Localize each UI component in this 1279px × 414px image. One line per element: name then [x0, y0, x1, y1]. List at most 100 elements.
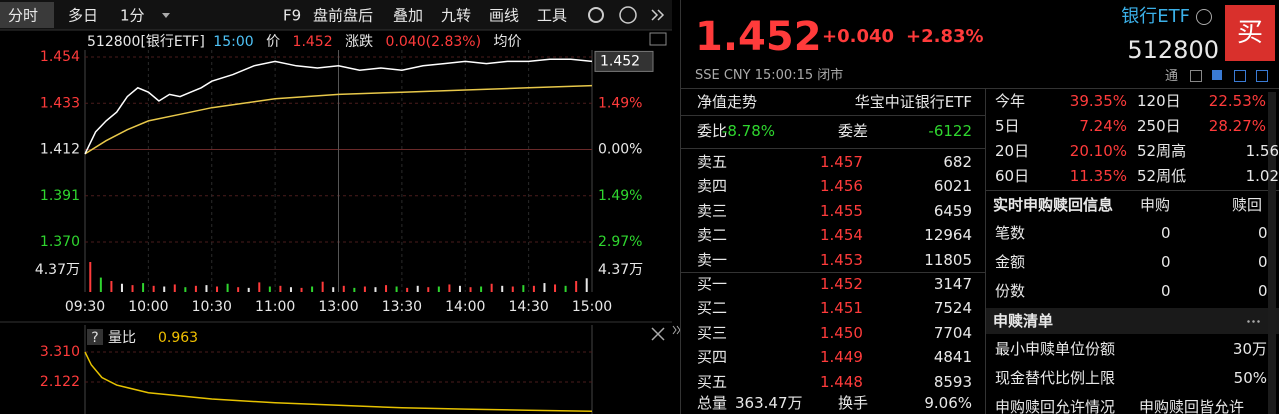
- nav-tab[interactable]: 净值走势: [697, 93, 758, 111]
- volume-scale: 4.37万: [598, 262, 643, 278]
- ratio-label: 量比: [108, 330, 136, 346]
- stat-value: 28.27%: [1208, 117, 1266, 135]
- tab[interactable]: 1分: [120, 7, 145, 25]
- x-tick-label: 14:30: [508, 299, 548, 315]
- list-label: 最小申赎单位份额: [995, 340, 1116, 358]
- market-line: SSE CNY 15:00:15 闭市: [695, 68, 844, 83]
- divider: [680, 115, 985, 116]
- more-icon[interactable]: [1246, 320, 1260, 323]
- sub-title: 实时申购赎回信息: [993, 196, 1114, 214]
- sub-value: 0: [1258, 224, 1268, 242]
- y-tick-label: 1.370: [40, 234, 80, 250]
- list-value: 50%: [1233, 369, 1267, 387]
- tool-icon[interactable]: [1190, 70, 1202, 82]
- book-label: 买四: [697, 348, 728, 367]
- stat-label: 52周高: [1137, 142, 1187, 160]
- list-label: 申购赎回允许情况: [995, 398, 1116, 414]
- sub-col: 赎回: [1232, 196, 1263, 214]
- volume-bar: [480, 286, 483, 292]
- volume-bar: [247, 287, 250, 292]
- settings-icon[interactable]: [588, 7, 604, 23]
- price-label: 价: [266, 34, 280, 50]
- book-price: 1.448: [820, 372, 863, 391]
- toolbar: [0, 0, 672, 30]
- help-box[interactable]: [87, 329, 103, 345]
- volume-bar: [194, 285, 197, 292]
- volume-bar: [332, 287, 335, 292]
- info-icon[interactable]: [1196, 9, 1212, 25]
- ratio-line: [84, 351, 593, 413]
- dropdown-icon[interactable]: [162, 13, 170, 18]
- volume-bar: [458, 285, 461, 292]
- tool[interactable]: 工具: [537, 7, 567, 25]
- divider: [680, 272, 985, 273]
- book-label: 买三: [697, 323, 728, 342]
- fund-code: 512800: [1127, 36, 1219, 64]
- close-icon[interactable]: [651, 327, 665, 341]
- last-price: 1.452: [600, 53, 640, 69]
- book-price: 1.452: [820, 275, 863, 293]
- stat-value: 11.35%: [1069, 167, 1127, 185]
- volume-bar: [353, 287, 356, 292]
- expand-icon[interactable]: [651, 9, 659, 21]
- volume-bar: [120, 283, 123, 292]
- volume-bar: [585, 278, 588, 292]
- wp-icon[interactable]: [649, 32, 667, 46]
- volume-bar: [395, 286, 398, 292]
- book-volume: 11805: [924, 250, 972, 269]
- stat-value: 22.53%: [1208, 92, 1266, 110]
- book-label: 卖五: [697, 153, 728, 171]
- volume-bar: [437, 286, 440, 292]
- wc: -6122: [928, 122, 972, 140]
- tool[interactable]: 画线: [489, 7, 519, 25]
- volume-bar: [184, 287, 187, 292]
- tool[interactable]: F9: [283, 7, 301, 25]
- tool-icon[interactable]: [1212, 70, 1222, 80]
- tab[interactable]: 多日: [68, 7, 98, 25]
- volume-scale: 4.37万: [35, 262, 80, 278]
- book-volume: 6021: [933, 177, 972, 196]
- avg-label: 均价: [493, 34, 521, 50]
- fund-short-name: 银行ETF: [1121, 6, 1190, 27]
- active-tab: [0, 2, 54, 28]
- stat-value: 1.56: [1245, 142, 1279, 160]
- wb: -8.78%: [721, 122, 775, 140]
- help[interactable]: ?: [91, 330, 98, 346]
- tool[interactable]: 叠加: [393, 7, 423, 25]
- sub-label: 笔数: [995, 224, 1026, 242]
- book-volume: 682: [943, 153, 972, 171]
- tool[interactable]: 盘前盘后: [313, 7, 373, 25]
- tool[interactable]: 九转: [441, 7, 471, 25]
- y-tick-label: 1.391: [40, 188, 80, 204]
- buy-button[interactable]: 买: [1225, 5, 1275, 61]
- expand-icon[interactable]: [657, 9, 665, 21]
- scrollbar[interactable]: [1268, 92, 1276, 414]
- tong-tag: 通: [1165, 69, 1179, 84]
- x-tick-label: 14:00: [445, 299, 485, 315]
- big-price: 1.452: [695, 14, 822, 60]
- volume-bar: [216, 286, 219, 292]
- book-volume: 12964: [924, 226, 972, 245]
- stat-label: 52周低: [1137, 167, 1187, 185]
- volume-bar: [501, 285, 504, 292]
- y-tick-label: 1.433: [40, 95, 80, 111]
- x-tick-label: 13:30: [382, 299, 422, 315]
- book-label: 买五: [697, 372, 728, 391]
- pct-label: 1.49%: [598, 95, 642, 111]
- chart-header: 512800[银行ETF] 15:00 价 1.452 涨跌 0.040(2.8…: [87, 34, 521, 50]
- wc-label: 委差: [838, 122, 869, 140]
- sub-label: 金额: [995, 253, 1026, 271]
- stat-label: 5日: [995, 117, 1020, 135]
- tab[interactable]: 分时: [8, 7, 38, 25]
- turnover-label: 换手: [838, 394, 869, 412]
- stat-label: 250日: [1137, 117, 1181, 135]
- divider: [680, 148, 985, 149]
- tool-icon[interactable]: [1234, 70, 1246, 82]
- y-tick-label: 1.412: [40, 142, 80, 158]
- volume-bar: [469, 287, 472, 292]
- divider: [680, 88, 1279, 89]
- tool-icon[interactable]: [1256, 70, 1268, 82]
- book-volume: 3147: [933, 275, 972, 293]
- help-icon[interactable]: [619, 6, 637, 24]
- chart-panel: 512800[银行ETF] 15:00 价 1.452 涨跌 0.040(2.8…: [0, 0, 672, 414]
